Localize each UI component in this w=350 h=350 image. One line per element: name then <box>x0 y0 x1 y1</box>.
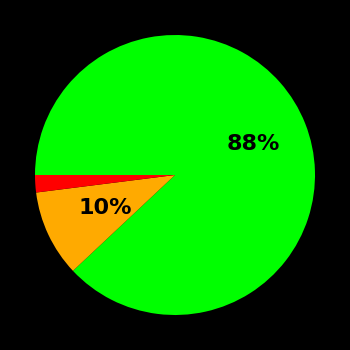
Wedge shape <box>35 35 315 315</box>
Wedge shape <box>35 175 175 192</box>
Wedge shape <box>36 175 175 271</box>
Text: 88%: 88% <box>226 134 280 154</box>
Text: 10%: 10% <box>79 198 132 218</box>
